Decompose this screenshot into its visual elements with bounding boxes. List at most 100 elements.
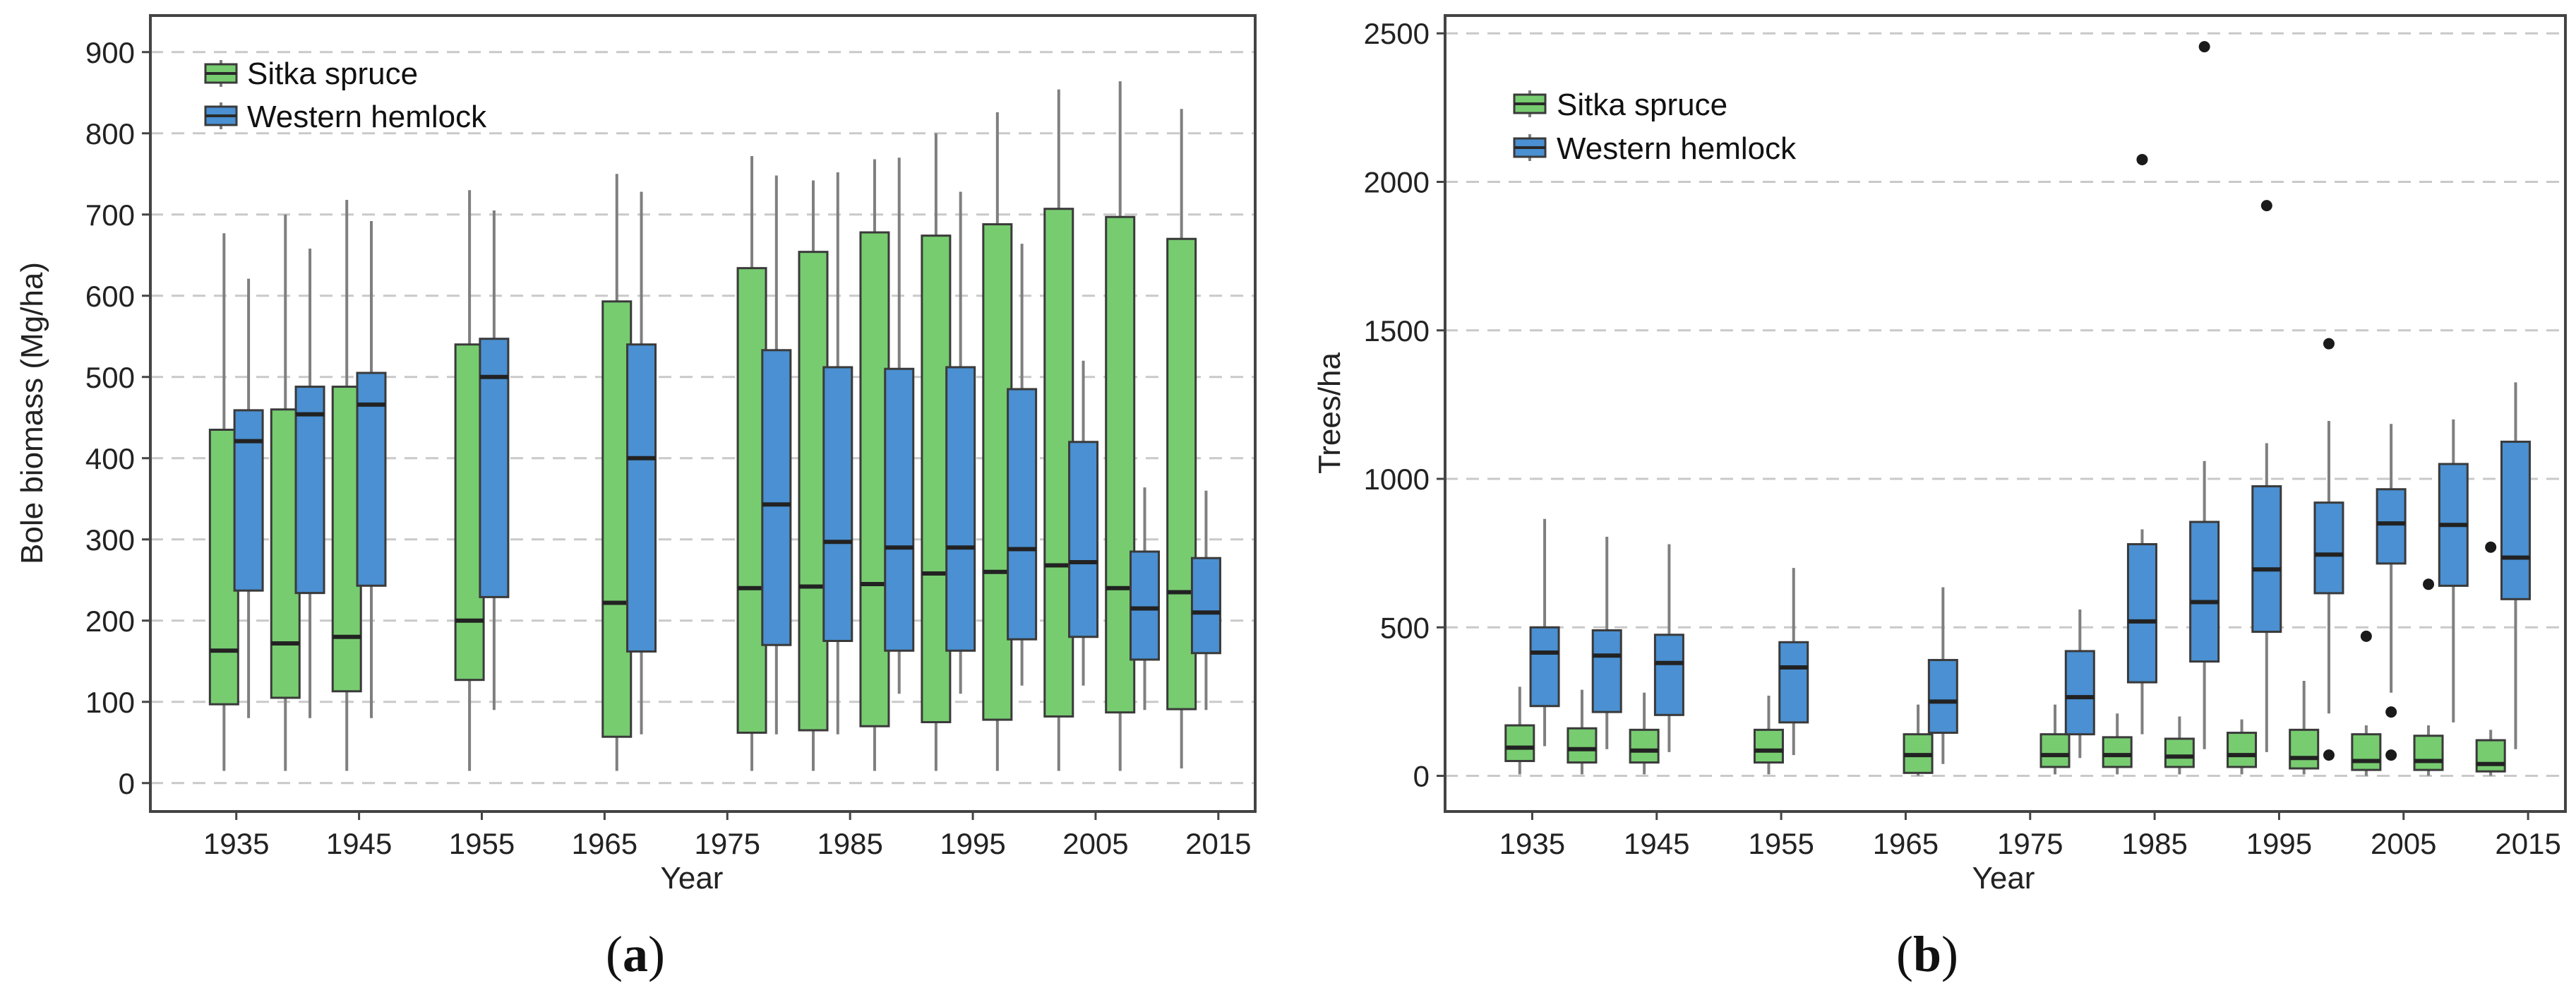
- panel-a-bole-biomass: 0 100 200 300 400 500 600 700 800 900 1935 1945 195…: [15, 14, 1257, 982]
- panel-a-y-axis-ticks: 0 100 200 300 400 500 600 700 800 900: [85, 36, 150, 800]
- panel-b-legend-item-western-hemlock: Western hemlock: [1513, 131, 1797, 166]
- y-tick-label-200: 200: [85, 605, 135, 638]
- panel-a-boxplots: [208, 81, 1221, 771]
- boxplot-sitka-spruce-2007: [2413, 725, 2444, 776]
- box-iqr: [2413, 735, 2444, 771]
- box-iqr: [2313, 501, 2344, 595]
- boxplot-western-hemlock-1979: [2064, 610, 2095, 759]
- boxplot-sitka-spruce-1939: [1566, 689, 1598, 775]
- box-iqr: [2189, 521, 2220, 663]
- boxplot-western-hemlock-2014: [1190, 490, 1221, 710]
- outlier-point: [2423, 578, 2435, 590]
- boxplot-sitka-spruce-2012: [2475, 730, 2506, 776]
- y-tick-label-0: 0: [1413, 760, 1430, 793]
- x-tick-label-1935: 1935: [203, 827, 269, 860]
- boxplot-sitka-spruce-2012: [1166, 109, 1197, 769]
- box-iqr: [2289, 728, 2320, 770]
- x-tick-label-1975: 1975: [695, 827, 760, 860]
- boxplot-western-hemlock-1984: [822, 172, 853, 735]
- boxplot-western-hemlock-1968: [1927, 587, 1958, 764]
- outlier-point: [2260, 200, 2272, 212]
- boxplot-western-hemlock-2009: [1130, 487, 1160, 710]
- caption-letter: a: [623, 926, 648, 982]
- x-tick-label-2015: 2015: [2495, 827, 2560, 860]
- box-iqr: [2164, 737, 2195, 768]
- y-tick-label-500: 500: [1380, 611, 1430, 644]
- boxplot-western-hemlock-1956: [479, 210, 510, 710]
- outlier-point: [2323, 749, 2335, 761]
- box-iqr: [1068, 441, 1099, 638]
- box-iqr: [761, 349, 792, 646]
- outlier-point: [2485, 541, 2497, 553]
- box-iqr: [2102, 736, 2133, 768]
- box-iqr: [1190, 557, 1221, 655]
- y-tick-label-1500: 1500: [1364, 314, 1430, 347]
- panel-a-legend-label-western-hemlock: Western hemlock: [247, 100, 487, 134]
- box-iqr: [1753, 728, 1784, 764]
- panel-a-legend-item-sitka-spruce: Sitka spruce: [204, 57, 418, 91]
- y-tick-label-700: 700: [85, 198, 135, 232]
- box-iqr: [1927, 659, 1958, 735]
- boxplot-western-hemlock-1989: [2189, 460, 2220, 749]
- y-tick-label-2500: 2500: [1364, 17, 1430, 50]
- x-tick-label-1965: 1965: [572, 827, 637, 860]
- box-iqr: [2227, 732, 2258, 768]
- panel-b-plot-frame: [1444, 14, 2567, 813]
- panel-b-legend: Sitka spruce Western hemlock: [1513, 88, 1797, 166]
- boxplot-western-hemlock-2014: [2500, 382, 2531, 749]
- caption-open-paren: (: [606, 926, 623, 982]
- boxplot-western-hemlock-1984: [2126, 529, 2157, 735]
- boxplot-sitka-spruce-1954: [1753, 695, 1784, 775]
- box-iqr: [294, 386, 325, 595]
- boxplot-sitka-spruce-1966: [1903, 704, 1934, 776]
- box-iqr: [2475, 739, 2506, 773]
- boxplot-western-hemlock-1946: [1653, 544, 1684, 752]
- box-iqr: [1504, 724, 1535, 763]
- outlier-point: [2360, 630, 2372, 642]
- panel-b-x-axis-ticks: 1935 1945 1955 1965 1975 1985 1995 2005 2015: [1499, 811, 2561, 860]
- panel-b-legend-label-western-hemlock: Western hemlock: [1557, 131, 1797, 166]
- box-iqr: [2351, 733, 2382, 771]
- box-iqr: [626, 343, 657, 653]
- boxplot-western-hemlock-1968: [626, 191, 657, 735]
- box-iqr: [1007, 388, 1038, 641]
- boxplot-sitka-spruce-2007: [1105, 81, 1136, 771]
- panel-b-gridlines: [1445, 32, 2565, 778]
- panel-b-x-axis-title: Year: [1972, 861, 2035, 896]
- boxplot-western-hemlock-1999: [2313, 421, 2344, 714]
- outlier-point: [2198, 41, 2210, 53]
- panel-b-trees-per-ha: 0 500 1000 1500 2000 2500 1935 1945 1955 1965 197…: [1312, 14, 2567, 982]
- y-tick-label-400: 400: [85, 442, 135, 475]
- boxplot-sitka-spruce-1982: [2102, 713, 2133, 775]
- outlier-point: [2385, 749, 2397, 761]
- x-tick-label-1985: 1985: [2121, 827, 2187, 860]
- x-tick-label-1945: 1945: [326, 827, 392, 860]
- x-tick-label-1945: 1945: [1624, 827, 1689, 860]
- y-tick-label-1000: 1000: [1364, 463, 1430, 496]
- x-tick-label-2015: 2015: [1185, 827, 1251, 860]
- x-tick-label-1935: 1935: [1499, 827, 1565, 860]
- box-iqr: [822, 366, 853, 642]
- boxplot-western-hemlock-1936: [233, 278, 264, 718]
- boxplot-sitka-spruce-1997: [2289, 680, 2320, 775]
- y-tick-label-300: 300: [85, 523, 135, 557]
- y-tick-label-600: 600: [85, 280, 135, 313]
- panel-b-outliers: [2136, 41, 2497, 761]
- boxplot-sitka-spruce-1934: [1504, 686, 1535, 775]
- outlier-point: [2385, 706, 2397, 718]
- box-iqr: [233, 409, 264, 592]
- y-tick-label-900: 900: [85, 36, 135, 69]
- caption-letter: b: [1913, 926, 1941, 982]
- box-iqr: [2126, 543, 2157, 684]
- boxplot-western-hemlock-1946: [356, 220, 387, 718]
- caption-open-paren: (: [1896, 926, 1913, 982]
- boxplot-western-hemlock-1989: [884, 157, 915, 694]
- panel-a-plot-frame: [149, 14, 1257, 813]
- box-iqr: [1591, 629, 1622, 713]
- panel-a-legend-item-western-hemlock: Western hemlock: [204, 100, 487, 134]
- x-tick-label-1975: 1975: [1997, 827, 2063, 860]
- panel-a-legend-label-sitka-spruce: Sitka spruce: [247, 57, 418, 91]
- panel-b-y-axis-ticks: 0 500 1000 1500 2000 2500: [1364, 17, 1445, 793]
- box-iqr: [1566, 727, 1598, 764]
- y-tick-label-2000: 2000: [1364, 165, 1430, 198]
